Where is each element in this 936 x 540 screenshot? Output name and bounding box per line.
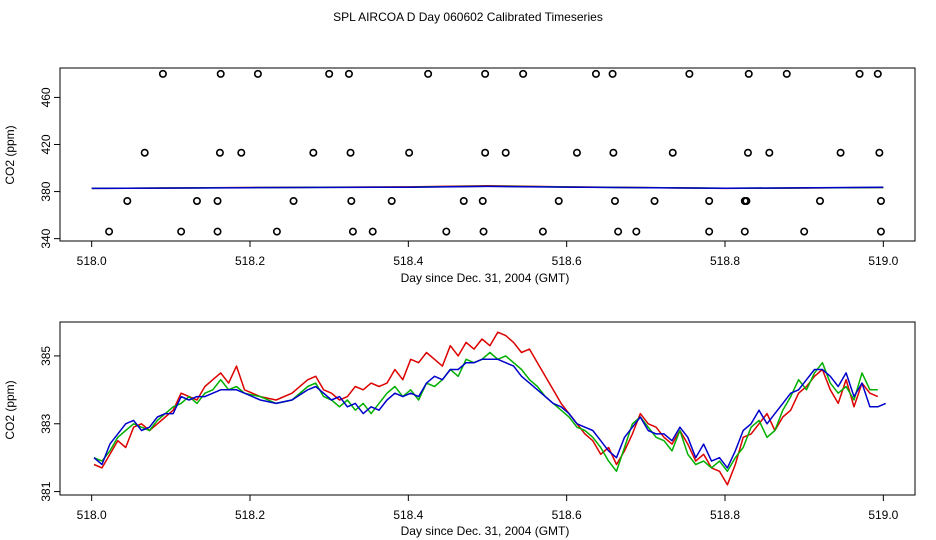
top-data-point [765, 148, 774, 157]
top-data-point [368, 227, 377, 236]
top-y-axis-label: CO2 (ppm) [3, 125, 17, 184]
bottom-series-line-blue [93, 358, 886, 469]
bottom-y-axis-label: CO2 (ppm) [3, 380, 17, 439]
bottom-panel: 518.0 518.2 518.4 518.6 518.8 519.0 381 383 385… [3, 321, 916, 538]
bottom-x-tick-label: 518.6 [552, 508, 582, 522]
bottom-x-tick-label: 518.8 [710, 508, 740, 522]
top-data-point [481, 148, 490, 157]
top-y-tick-label: 460 [39, 87, 53, 107]
top-data-point [608, 69, 617, 78]
top-x-axis-label: Day since Dec. 31, 2004 (GMT) [401, 271, 570, 285]
top-data-point [289, 196, 298, 205]
top-data-point [442, 227, 451, 236]
bottom-y-tick-label: 385 [39, 346, 53, 366]
top-data-point [424, 69, 433, 78]
top-y-tick-label: 380 [39, 181, 53, 201]
top-data-point [348, 227, 357, 236]
top-data-point [347, 196, 356, 205]
top-data-point [572, 148, 581, 157]
top-data-point [158, 69, 167, 78]
bottom-x-tick-label: 518.2 [235, 508, 265, 522]
bottom-y-axis: 381 383 385 [39, 346, 60, 502]
top-y-tick-label: 340 [39, 228, 53, 248]
top-data-point [610, 196, 619, 205]
top-x-tick-label: 518.6 [552, 254, 582, 268]
bottom-series-line-red [93, 331, 879, 486]
top-x-tick-label: 519.0 [868, 254, 898, 268]
bottom-x-tick-label: 518.4 [393, 508, 423, 522]
top-data-point [344, 69, 353, 78]
bottom-x-axis-label: Day since Dec. 31, 2004 (GMT) [401, 524, 570, 538]
top-data-point [632, 227, 641, 236]
top-data-point [253, 69, 262, 78]
top-data-point [875, 148, 884, 157]
top-data-point [782, 69, 791, 78]
top-data-point [213, 196, 222, 205]
top-data-point [192, 196, 201, 205]
top-data-point [479, 227, 488, 236]
top-data-point [876, 227, 885, 236]
top-plot-series [91, 69, 885, 236]
top-data-point [650, 196, 659, 205]
top-x-axis: 518.0 518.2 518.4 518.6 518.8 519.0 [77, 241, 899, 268]
top-data-point [744, 69, 753, 78]
top-data-point [554, 196, 563, 205]
top-series-line-blue [91, 185, 884, 190]
top-data-point [105, 227, 114, 236]
top-x-tick-label: 518.8 [710, 254, 740, 268]
top-data-point [140, 148, 149, 157]
top-data-point [740, 227, 749, 236]
top-x-tick-label: 518.0 [77, 254, 107, 268]
top-panel: 518.0 518.2 518.4 518.6 518.8 519.0 340 380 420… [3, 67, 916, 285]
top-data-point [855, 69, 864, 78]
top-data-point [216, 69, 225, 78]
top-data-point [685, 69, 694, 78]
top-data-point [591, 69, 600, 78]
top-data-point [668, 148, 677, 157]
top-data-point [325, 69, 334, 78]
top-data-point [459, 196, 468, 205]
top-data-point [815, 196, 824, 205]
top-data-point [519, 69, 528, 78]
top-y-tick-label: 420 [39, 134, 53, 154]
top-data-point [237, 148, 246, 157]
top-data-point [405, 148, 414, 157]
top-data-point [742, 196, 751, 205]
bottom-x-axis: 518.0 518.2 518.4 518.6 518.8 519.0 [77, 495, 899, 522]
top-x-tick-label: 518.2 [235, 254, 265, 268]
top-data-point [309, 148, 318, 157]
top-data-point [743, 148, 752, 157]
bottom-y-tick-label: 381 [39, 481, 53, 501]
top-plot-frame [59, 67, 916, 242]
top-data-point [873, 69, 882, 78]
bottom-series-line-green [93, 351, 878, 473]
top-data-point [705, 196, 714, 205]
top-data-point [836, 148, 845, 157]
top-x-tick-label: 518.4 [393, 254, 423, 268]
top-data-point [213, 227, 222, 236]
bottom-x-tick-label: 519.0 [868, 508, 898, 522]
top-data-point [272, 227, 281, 236]
top-data-point [387, 196, 396, 205]
page-title: SPL AIRCOA D Day 060602 Calibrated Times… [333, 10, 603, 24]
top-data-point [800, 227, 809, 236]
bottom-x-tick-label: 518.0 [77, 508, 107, 522]
bottom-plot-series [93, 331, 886, 486]
top-data-point [177, 227, 186, 236]
top-data-point [481, 69, 490, 78]
top-y-axis: 340 380 420 460 [39, 87, 60, 249]
top-data-point [614, 227, 623, 236]
top-data-point [215, 148, 224, 157]
top-data-point [876, 196, 885, 205]
top-data-point [538, 227, 547, 236]
top-data-point [478, 196, 487, 205]
top-data-point [123, 196, 132, 205]
top-data-point [501, 148, 510, 157]
top-data-point [705, 227, 714, 236]
top-data-point [346, 148, 355, 157]
bottom-y-tick-label: 383 [39, 413, 53, 433]
bottom-plot-frame [59, 321, 916, 496]
top-data-point [609, 148, 618, 157]
